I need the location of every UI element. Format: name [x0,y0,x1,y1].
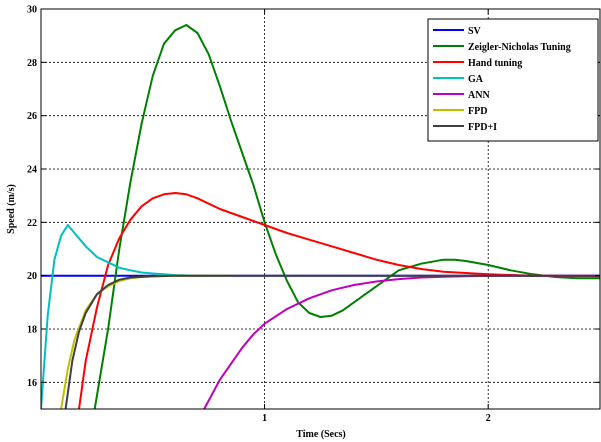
y-tick-label: 22 [27,218,37,229]
y-tick-label: 16 [27,378,37,389]
x-tick-label: 2 [486,413,491,424]
plot-frame [40,8,601,410]
legend-label-fpd: FPD [468,106,487,117]
x-tick-label: 1 [262,413,267,424]
legend-label-ga: GA [468,74,484,85]
legend-label-sv: SV [468,26,482,37]
series-layer [41,24,600,409]
y-tick-label: 18 [27,325,37,336]
legend-label-ann: ANN [468,90,490,101]
legend-label-zeigler-nicholas-tuning: Zeigler-Nicholas Tuning [468,42,571,53]
tick-labels: 1 2 16 18 20 22 24 26 28 30 [27,5,491,425]
y-tick-label: 24 [27,165,37,176]
y-tick-label: 28 [27,58,37,69]
legend-label-fpd-i: FPD+I [468,122,497,133]
y-tick-label: 30 [27,5,37,16]
y-tick-label: 20 [27,271,37,282]
x-axis-label: Time (Secs) [296,429,346,440]
series-line-fpd-i [64,274,600,409]
y-tick-label: 26 [27,111,37,122]
legend-label-hand-tuning: Hand tuning [468,58,522,69]
legend-box [427,18,599,142]
y-axis-label: Speed (m/s) [6,184,17,234]
series-line-hand-tuning [78,192,600,409]
series-line-zeigler-nicholas-tuning [93,24,600,409]
legend: SV Zeigler-Nicholas Tuning Hand tuning GA AN… [427,18,599,142]
tick-marks [41,8,600,409]
